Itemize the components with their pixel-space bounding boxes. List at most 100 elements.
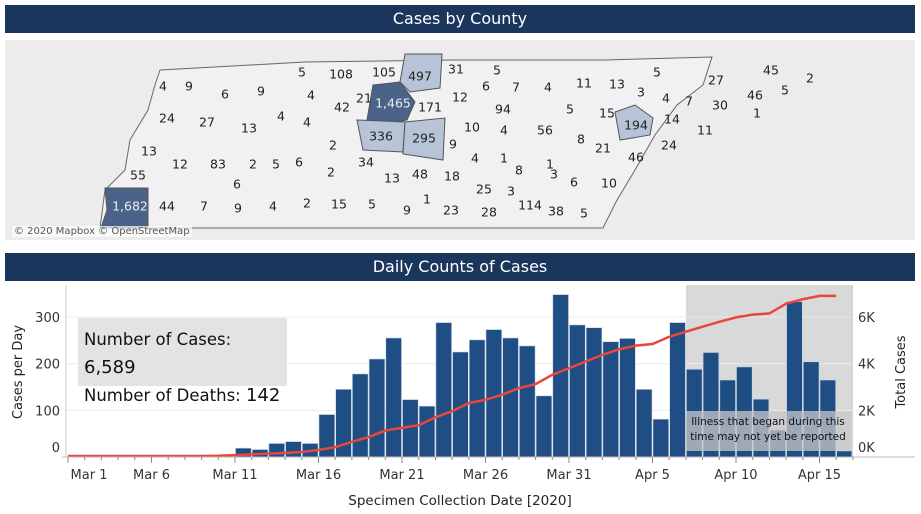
- daily-case-bar[interactable]: [569, 324, 586, 458]
- county-label[interactable]: 24: [159, 110, 175, 126]
- county-label[interactable]: 12: [452, 89, 468, 105]
- county-label[interactable]: 9: [234, 200, 242, 216]
- county-label[interactable]: 25: [476, 181, 492, 197]
- daily-case-bar[interactable]: [619, 338, 636, 458]
- daily-case-bar[interactable]: [602, 341, 619, 458]
- county-label[interactable]: 2: [327, 164, 335, 180]
- map-attribution[interactable]: © 2020 Mapbox © OpenStreetMap: [12, 226, 192, 237]
- daily-case-bar[interactable]: [535, 395, 553, 458]
- county-label[interactable]: 12: [172, 156, 188, 172]
- county-label[interactable]: 13: [141, 143, 157, 159]
- county-label[interactable]: 5: [272, 156, 280, 172]
- daily-case-bar[interactable]: [669, 322, 686, 458]
- county-label[interactable]: 7: [685, 93, 693, 109]
- county-label[interactable]: 5: [653, 64, 661, 80]
- county-label[interactable]: 5: [493, 62, 501, 78]
- county-label[interactable]: 6: [295, 154, 303, 170]
- county-label[interactable]: 295: [412, 130, 436, 146]
- county-label[interactable]: 5: [566, 101, 574, 117]
- county-label[interactable]: 7: [512, 79, 520, 95]
- daily-case-bar[interactable]: [502, 337, 519, 458]
- daily-case-bar[interactable]: [385, 337, 402, 458]
- county-label[interactable]: 13: [241, 120, 257, 136]
- county-label[interactable]: 34: [358, 154, 374, 170]
- county-label[interactable]: 5: [298, 64, 306, 80]
- county-label[interactable]: 7: [200, 198, 208, 214]
- county-label[interactable]: 42: [334, 99, 350, 115]
- county-label[interactable]: 1: [423, 191, 431, 207]
- daily-case-bar[interactable]: [368, 358, 386, 458]
- county-label[interactable]: 4: [159, 78, 167, 94]
- county-label[interactable]: 3: [507, 183, 515, 199]
- county-label[interactable]: 6: [233, 176, 241, 192]
- county-label[interactable]: 28: [481, 204, 497, 220]
- county-label[interactable]: 48: [412, 166, 428, 182]
- county-label[interactable]: 1,465: [375, 95, 411, 111]
- county-label[interactable]: 2: [329, 137, 337, 153]
- county-label[interactable]: 56: [537, 122, 553, 138]
- county-label[interactable]: 4: [307, 87, 315, 103]
- county-label[interactable]: 114: [518, 197, 542, 213]
- county-label[interactable]: 46: [747, 87, 763, 103]
- county-label[interactable]: 46: [628, 149, 644, 165]
- county-label[interactable]: 6: [570, 174, 578, 190]
- daily-case-bar[interactable]: [836, 450, 853, 458]
- daily-case-bar[interactable]: [435, 322, 452, 458]
- county-label[interactable]: 14: [664, 111, 680, 127]
- county-label[interactable]: 4: [471, 150, 479, 166]
- county-label[interactable]: 5: [368, 196, 376, 212]
- daily-case-bar[interactable]: [585, 327, 603, 458]
- daily-case-bar[interactable]: [635, 389, 653, 458]
- county-label[interactable]: 24: [661, 137, 677, 153]
- county-label[interactable]: 2: [806, 70, 814, 86]
- county-label[interactable]: 1: [753, 105, 761, 121]
- county-label[interactable]: 11: [576, 75, 592, 91]
- county-label[interactable]: 8: [577, 131, 585, 147]
- county-label[interactable]: 108: [329, 66, 353, 82]
- county-label[interactable]: 194: [624, 117, 648, 133]
- county-label[interactable]: 8: [515, 162, 523, 178]
- county-label[interactable]: 336: [369, 128, 393, 144]
- county-label[interactable]: 5: [781, 82, 789, 98]
- county-label[interactable]: 9: [403, 202, 411, 218]
- county-label[interactable]: 15: [331, 196, 347, 212]
- county-label[interactable]: 11: [697, 122, 713, 138]
- daily-case-bar[interactable]: [268, 443, 285, 458]
- daily-case-bar[interactable]: [552, 294, 569, 458]
- county-label[interactable]: 4: [269, 198, 277, 214]
- county-label[interactable]: 4: [303, 114, 311, 130]
- county-map[interactable]: 4 9 6 9 24 27 13 4 13 12 83 2 5 55 6 1,682 44 7 9 4 5 108 105 4…: [5, 40, 915, 240]
- county-label[interactable]: 9: [449, 136, 457, 152]
- county-label[interactable]: 6: [221, 86, 229, 102]
- county-label[interactable]: 30: [712, 97, 728, 113]
- county-label[interactable]: 38: [548, 203, 564, 219]
- county-label[interactable]: 4: [662, 90, 670, 106]
- county-label[interactable]: 21: [595, 140, 611, 156]
- county-label[interactable]: 1: [500, 150, 508, 166]
- county-label[interactable]: 4: [500, 122, 508, 138]
- county-label[interactable]: 1: [546, 156, 554, 172]
- county-label[interactable]: 27: [199, 114, 215, 130]
- county-label[interactable]: 45: [763, 62, 779, 78]
- county-label[interactable]: 1,682: [112, 198, 148, 214]
- county-label[interactable]: 44: [159, 198, 175, 214]
- county-label[interactable]: 9: [257, 83, 265, 99]
- county-label[interactable]: 94: [495, 101, 511, 117]
- county-label[interactable]: 497: [408, 68, 432, 84]
- county-label[interactable]: 2: [249, 156, 257, 172]
- daily-case-bar[interactable]: [285, 441, 302, 458]
- county-label[interactable]: 3: [550, 166, 558, 182]
- county-label[interactable]: 105: [372, 64, 396, 80]
- county-label[interactable]: 27: [708, 72, 724, 88]
- daily-case-bar[interactable]: [418, 405, 436, 458]
- county-label[interactable]: 3: [637, 84, 645, 100]
- county-label[interactable]: 2: [303, 195, 311, 211]
- county-label[interactable]: 10: [601, 175, 617, 191]
- daily-case-bar[interactable]: [519, 345, 536, 458]
- county-label[interactable]: 10: [464, 119, 480, 135]
- county-label[interactable]: 18: [444, 168, 460, 184]
- county-label[interactable]: 4: [544, 79, 552, 95]
- county-label[interactable]: 6: [482, 78, 490, 94]
- daily-case-bar[interactable]: [485, 329, 502, 458]
- county-label[interactable]: 9: [185, 78, 193, 94]
